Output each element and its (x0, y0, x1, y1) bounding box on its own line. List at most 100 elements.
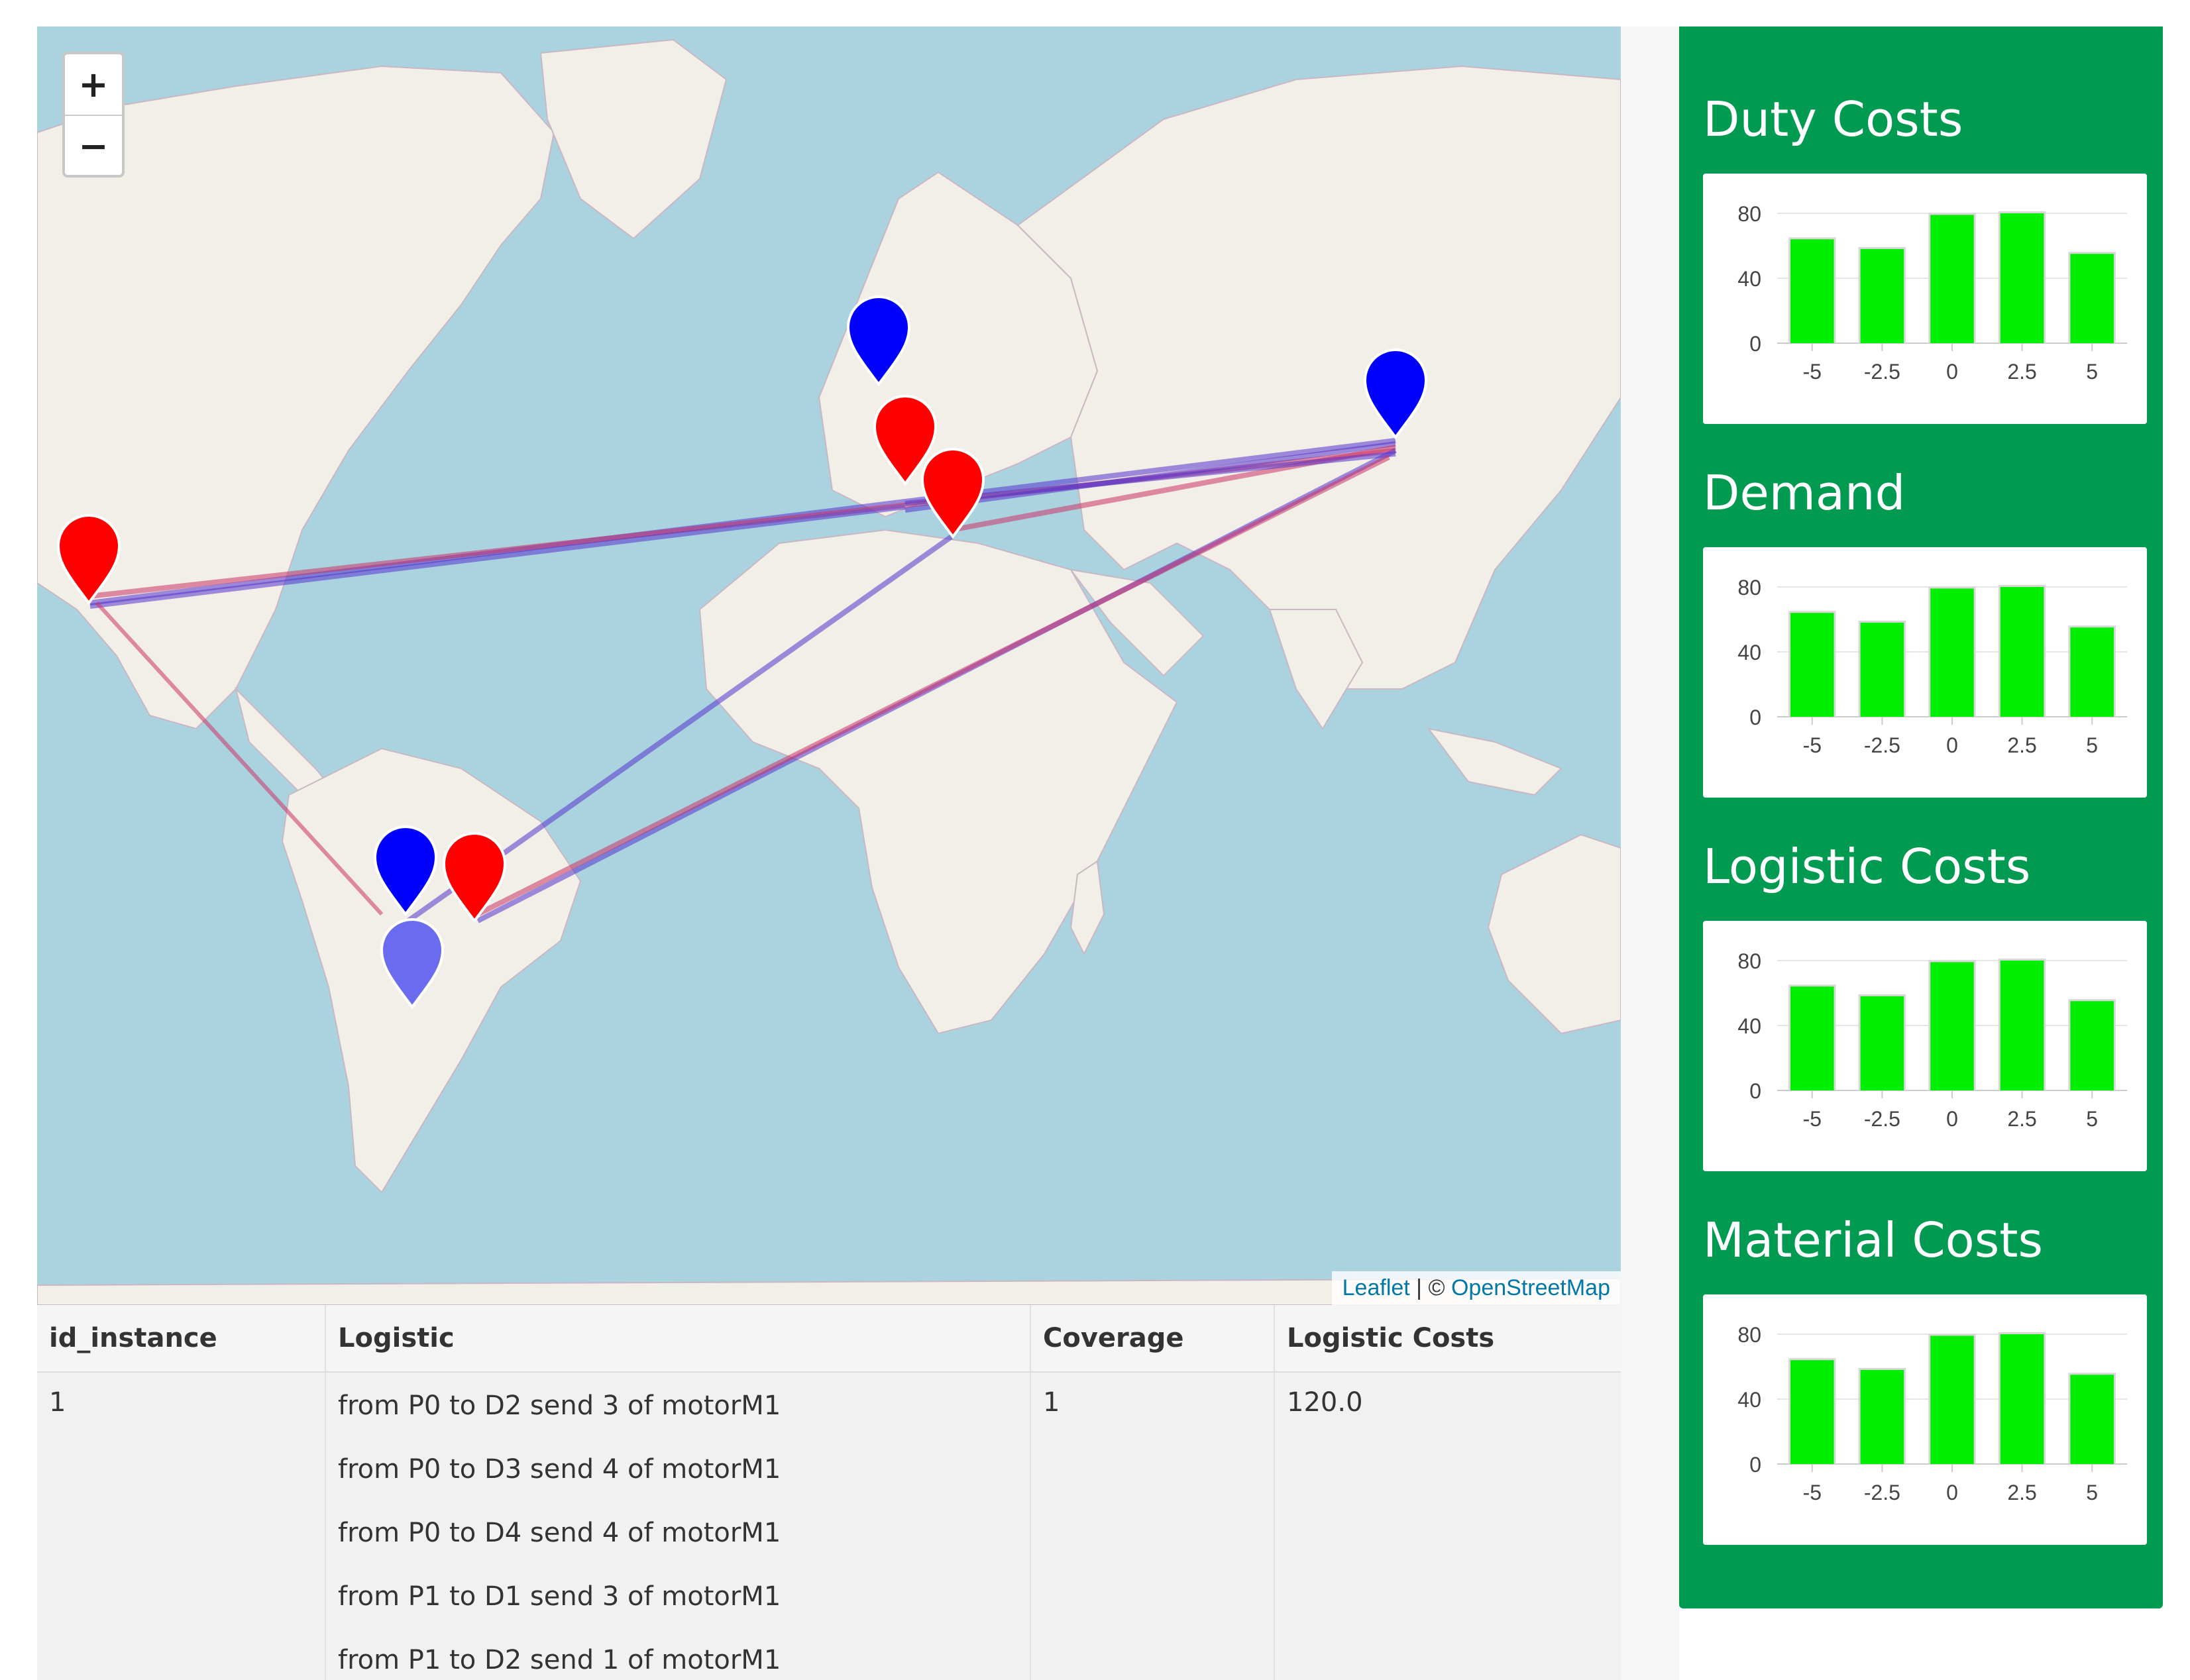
x-tick-label: 5 (2086, 360, 2098, 384)
x-tick-label: -5 (1803, 1481, 1822, 1504)
land-africa (698, 529, 1178, 1035)
bar (1790, 986, 1834, 1090)
route-line (95, 601, 384, 916)
x-tick-label: -2.5 (1864, 1107, 1900, 1131)
x-tick-label: 2.5 (2007, 1107, 2036, 1131)
bar (1860, 622, 1904, 717)
demand-chart: 0 40 80 -5 -2.5 0 2.5 5 (1703, 547, 2147, 798)
duty-costs-chart-svg: 0 40 80 -5 -2.5 0 2.5 5 (1737, 202, 2127, 384)
x-tick-label: 0 (1946, 733, 1958, 757)
land-indonesia (1427, 727, 1562, 796)
land-australia (1487, 833, 1621, 1035)
y-tick-label: 40 (1737, 641, 1761, 664)
x-tick-label: -5 (1803, 733, 1822, 757)
demand-chart-svg: 0 40 80 -5 -2.5 0 2.5 5 (1737, 576, 2127, 757)
attribution-separator: | © (1409, 1275, 1451, 1300)
zoom-in-button[interactable]: + (65, 54, 122, 116)
x-tick-label: 0 (1946, 1481, 1958, 1504)
land-antarctica (37, 1277, 1621, 1305)
land-india (1268, 609, 1364, 730)
bar (2070, 1001, 2114, 1090)
panel-title-duty-costs: Duty Costs (1703, 91, 1963, 147)
y-tick-label: 0 (1749, 1453, 1761, 1477)
x-tick-label: -2.5 (1864, 360, 1900, 384)
x-tick-label: 2.5 (2007, 360, 2036, 384)
route-line (904, 451, 1396, 506)
y-tick-label: 40 (1737, 1014, 1761, 1038)
column-header-id-instance[interactable]: id_instance (37, 1305, 326, 1371)
map-attribution: Leaflet | © OpenStreetMap (1331, 1271, 1621, 1305)
bar (2070, 1375, 2114, 1464)
table-row: 1 from P0 to D2 send 3 of motorM1 from P… (37, 1373, 1621, 1680)
cell-id-instance: 1 (37, 1373, 326, 1680)
bar (1790, 613, 1834, 717)
table-header: id_instance Logistic Coverage Logistic C… (37, 1305, 1621, 1373)
plant-marker-P0 (846, 295, 911, 387)
y-tick-label: 80 (1737, 949, 1761, 973)
cell-logistic: from P0 to D2 send 3 of motorM1 from P0 … (326, 1373, 1031, 1680)
y-tick-label: 0 (1749, 332, 1761, 356)
panel-title-logistic-costs: Logistic Costs (1703, 839, 2031, 894)
material-costs-chart-svg: 0 40 80 -5 -2.5 0 2.5 5 (1737, 1323, 2127, 1504)
plant-marker-P2 (373, 825, 438, 917)
logistic-costs-chart: 0 40 80 -5 -2.5 0 2.5 5 (1703, 921, 2147, 1171)
x-tick-label: 2.5 (2007, 1481, 2036, 1504)
column-header-logistic-costs[interactable]: Logistic Costs (1287, 1323, 1495, 1353)
bar (2000, 587, 2044, 717)
metrics-sidebar: Duty Costs 0 40 80 -5 -2.5 0 2.5 5 Demand 0 40 80… (1679, 26, 2163, 1608)
bar (1790, 239, 1834, 343)
bar (1860, 996, 1904, 1090)
y-tick-label: 80 (1737, 576, 1761, 600)
cell-logistic-costs: 120.0 (1287, 1387, 1363, 1418)
y-tick-label: 40 (1737, 267, 1761, 291)
bar (2000, 1334, 2044, 1464)
bar (1860, 248, 1904, 343)
world-map[interactable]: + − Leaflet | © OpenStreetMap (37, 26, 1621, 1305)
leaflet-link[interactable]: Leaflet (1342, 1275, 1410, 1300)
bar (2000, 961, 2044, 1090)
y-tick-label: 80 (1737, 1323, 1761, 1347)
x-tick-label: 0 (1946, 360, 1958, 384)
zoom-out-button[interactable]: − (78, 125, 109, 167)
x-tick-label: -2.5 (1864, 1481, 1900, 1504)
depot-marker-D1 (873, 395, 938, 486)
bar (1930, 962, 1974, 1090)
x-tick-label: 5 (2086, 1481, 2098, 1504)
bar (1860, 1369, 1904, 1464)
bar (1930, 215, 1974, 343)
land-north-america (37, 65, 555, 730)
bar (2070, 627, 2114, 717)
map-tiles (37, 38, 1621, 1305)
material-costs-chart: 0 40 80 -5 -2.5 0 2.5 5 (1703, 1294, 2147, 1545)
x-tick-label: 0 (1946, 1107, 1958, 1131)
results-table: id_instance Logistic Coverage Logistic C… (37, 1305, 1621, 1680)
gutter (1621, 26, 1679, 1680)
cell-coverage: 1 (1031, 1373, 1275, 1680)
duty-costs-chart: 0 40 80 -5 -2.5 0 2.5 5 (1703, 174, 2147, 424)
land-asia (1016, 65, 1621, 690)
route-line (476, 454, 1390, 917)
x-tick-label: 5 (2086, 733, 2098, 757)
zoom-control: + − (62, 52, 125, 178)
depot-marker-D3 (442, 832, 507, 923)
bar (1790, 1360, 1834, 1464)
x-tick-label: -5 (1803, 360, 1822, 384)
bar (1930, 1336, 1974, 1464)
x-tick-label: -5 (1803, 1107, 1822, 1131)
bar (2070, 254, 2114, 343)
plant-marker-P1 (1363, 348, 1428, 440)
x-tick-label: 2.5 (2007, 733, 2036, 757)
panel-title-demand: Demand (1703, 465, 1906, 521)
logistic-line: from P1 to D1 send 3 of motorM1 (338, 1581, 781, 1612)
y-tick-label: 80 (1737, 202, 1761, 226)
panel-title-material-costs: Material Costs (1703, 1212, 2043, 1268)
bar (1930, 588, 1974, 717)
extra-marker (380, 918, 445, 1010)
column-header-coverage[interactable]: Coverage (1031, 1305, 1275, 1371)
logistic-costs-chart-svg: 0 40 80 -5 -2.5 0 2.5 5 (1737, 949, 2127, 1131)
depot-marker-D2 (920, 448, 985, 539)
route-line (89, 504, 906, 609)
openstreetmap-link[interactable]: OpenStreetMap (1451, 1275, 1610, 1300)
x-tick-label: 5 (2086, 1107, 2098, 1131)
column-header-logistic[interactable]: Logistic (326, 1305, 1031, 1371)
